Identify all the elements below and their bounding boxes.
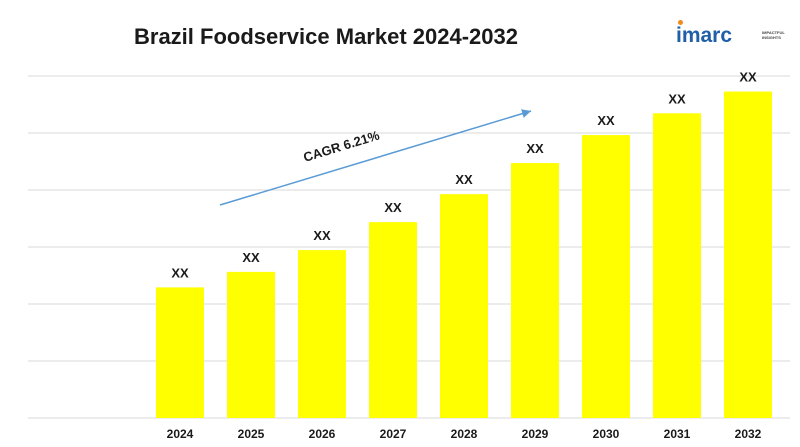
imarc-logo: imarc IMPACTFUL INSIGHTS <box>676 20 786 54</box>
data-label-2029: XX <box>526 141 544 156</box>
x-tick-2024: 2024 <box>167 427 194 441</box>
data-label-2031: XX <box>668 91 686 106</box>
bar-2025 <box>227 271 275 418</box>
bar-2027 <box>369 222 417 418</box>
logo-tagline: IMPACTFUL INSIGHTS <box>762 30 785 40</box>
bar-2024 <box>156 287 204 418</box>
bars <box>156 91 772 419</box>
x-tick-2032: 2032 <box>735 427 762 441</box>
data-label-2030: XX <box>597 113 615 128</box>
logo-dot-icon <box>678 20 683 25</box>
x-tick-2027: 2027 <box>380 427 407 441</box>
data-label-2032: XX <box>739 70 757 85</box>
x-tick-2029: 2029 <box>522 427 549 441</box>
bar-2028 <box>440 194 488 418</box>
data-label-2027: XX <box>384 200 402 215</box>
x-tick-2026: 2026 <box>309 427 336 441</box>
cagr-annotation: CAGR 6.21% <box>219 109 532 206</box>
data-label-2026: XX <box>313 228 331 243</box>
bar-2030 <box>582 135 630 418</box>
data-label-2025: XX <box>242 250 260 265</box>
x-tick-2025: 2025 <box>238 427 265 441</box>
data-labels: XX XX XX XX XX XX XX XX XX <box>171 70 757 281</box>
data-label-2028: XX <box>455 172 473 187</box>
x-tick-2030: 2030 <box>593 427 620 441</box>
x-axis-ticks: 2024 2025 2026 2027 2028 2029 2030 2031 2032 <box>167 427 762 441</box>
bar-2026 <box>298 250 346 418</box>
cagr-arrow <box>219 109 532 206</box>
chart-title: Brazil Foodservice Market 2024-2032 <box>134 24 518 49</box>
bar-2031 <box>653 113 701 419</box>
data-label-2024: XX <box>171 265 189 280</box>
bar-2032 <box>724 91 772 418</box>
x-tick-2031: 2031 <box>664 427 691 441</box>
x-tick-2028: 2028 <box>451 427 478 441</box>
logo-wordmark: imarc <box>676 24 733 47</box>
bar-2029 <box>511 163 559 418</box>
